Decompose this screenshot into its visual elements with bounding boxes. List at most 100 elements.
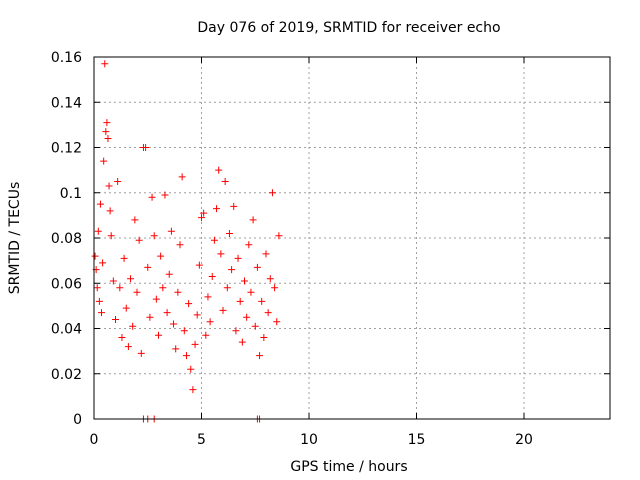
data-point (217, 250, 225, 258)
data-point (206, 318, 214, 326)
data-point (260, 334, 268, 342)
data-point (176, 241, 184, 249)
y-tick-label: 0.02 (51, 367, 82, 383)
data-point (144, 263, 152, 271)
data-point (103, 119, 111, 127)
data-point (137, 349, 145, 357)
x-tick-label: 5 (197, 432, 206, 448)
data-point (116, 284, 124, 292)
data-point (241, 277, 248, 285)
y-tick-label: 0.08 (51, 231, 82, 247)
data-point (243, 313, 251, 321)
data-point (146, 313, 154, 321)
data-point (107, 232, 115, 240)
data-point (191, 340, 199, 348)
y-tick-label: 0.06 (51, 276, 82, 292)
data-point (247, 288, 255, 296)
data-point (142, 144, 150, 151)
data-point (104, 134, 112, 142)
data-point (210, 236, 218, 244)
data-point (187, 365, 195, 373)
data-point (95, 297, 103, 305)
data-point (122, 304, 130, 312)
x-axis-label: GPS time / hours (290, 459, 407, 475)
data-point (99, 259, 107, 267)
data-point (273, 318, 281, 326)
data-point (100, 157, 108, 165)
data-point (150, 232, 158, 240)
data-point (271, 284, 279, 292)
x-tick-label: 15 (408, 432, 426, 448)
data-point (219, 306, 227, 314)
data-point (163, 309, 171, 317)
data-point (266, 275, 274, 283)
data-point (215, 166, 223, 174)
data-point (180, 327, 188, 335)
data-point (174, 288, 182, 296)
data-point (189, 386, 197, 394)
data-point (105, 182, 113, 190)
data-point (268, 189, 276, 197)
data-point (133, 288, 141, 296)
data-point (193, 311, 201, 319)
data-point (120, 254, 128, 262)
data-point (114, 177, 122, 185)
data-point (202, 331, 210, 339)
data-point (228, 266, 236, 274)
data-point (91, 252, 99, 260)
data-point (251, 322, 259, 330)
data-point (161, 191, 169, 199)
x-tick-label: 0 (90, 432, 99, 448)
data-point (109, 277, 117, 285)
data-point (155, 331, 162, 339)
data-point (152, 295, 160, 303)
data-point (129, 322, 137, 330)
y-tick-label: 0 (73, 412, 82, 428)
data-point (262, 250, 270, 258)
data-point (213, 205, 221, 213)
data-point (185, 300, 193, 308)
data-point (195, 261, 203, 269)
data-point (118, 334, 126, 342)
data-point (148, 193, 156, 201)
axis-tick-labels: 0 5 10 15 20 0 0.02 0.04 0.06 0.08 0.1 0.12 0.14 0.16 (51, 50, 533, 448)
data-point (157, 252, 165, 260)
y-tick-label: 0.04 (51, 322, 82, 338)
data-point (234, 254, 242, 262)
data-point (112, 315, 119, 323)
y-tick-label: 0.14 (51, 95, 82, 111)
data-point (223, 284, 231, 292)
data-point (159, 284, 167, 292)
data-point (124, 343, 132, 351)
data-point (256, 352, 264, 360)
data-point (170, 320, 178, 328)
axis-ticks (93, 56, 610, 420)
chart-title: Day 076 of 2019, SRMTID for receiver ech… (197, 20, 500, 36)
data-point (221, 177, 229, 185)
data-point (172, 345, 180, 353)
data-point (127, 275, 135, 283)
data-point (106, 207, 114, 215)
data-point (264, 309, 272, 317)
data-point (167, 227, 175, 235)
data-point (236, 297, 244, 305)
data-point (208, 272, 216, 280)
data-point (93, 284, 101, 292)
data-point (101, 60, 109, 68)
y-tick-label: 0.16 (51, 50, 82, 66)
data-point (204, 293, 212, 301)
data-point (182, 352, 190, 360)
x-tick-label: 10 (300, 432, 318, 448)
data-point (198, 214, 205, 222)
data-point (225, 229, 233, 237)
data-point (98, 309, 106, 317)
y-axis-label: SRMTID / TECUs (7, 182, 23, 295)
data-point (200, 209, 208, 217)
data-point (275, 232, 283, 240)
data-point (165, 270, 173, 278)
data-point (258, 297, 266, 305)
data-point (249, 216, 257, 224)
data-point (178, 173, 186, 181)
y-tick-label: 0.1 (60, 186, 82, 202)
x-tick-label: 20 (515, 432, 533, 448)
